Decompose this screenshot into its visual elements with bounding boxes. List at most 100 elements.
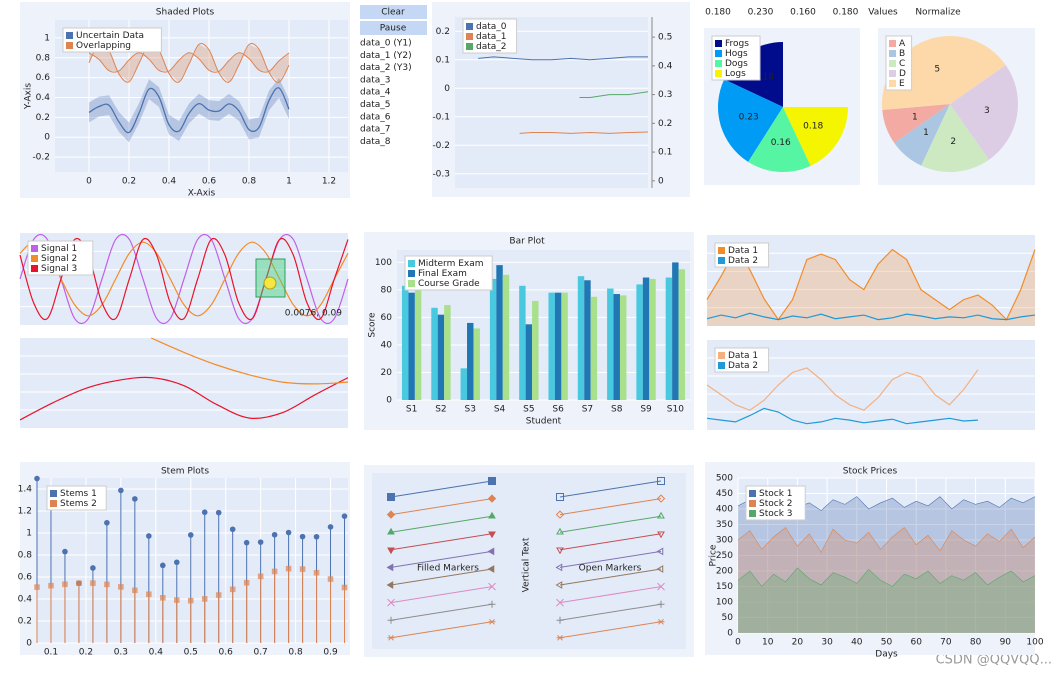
list-item[interactable]: data_6 xyxy=(360,112,391,122)
marker xyxy=(555,563,563,572)
area-fill xyxy=(738,527,1035,633)
pie-slice xyxy=(882,104,950,144)
x-axis-label: Student xyxy=(526,417,562,427)
x-tick-label: 0.7 xyxy=(253,648,267,658)
series-line xyxy=(19,376,349,421)
pie-slice xyxy=(717,79,783,162)
list-item[interactable]: data_1 (Y2) xyxy=(360,51,412,61)
drag-point xyxy=(263,276,277,290)
list-item[interactable]: data_7 xyxy=(360,125,391,135)
stem-marker xyxy=(215,592,222,598)
slider-value[interactable]: 0.180 xyxy=(705,8,731,18)
list-item[interactable]: data_0 (Y1) xyxy=(360,39,412,49)
legend-swatch xyxy=(889,70,896,77)
marker xyxy=(488,477,496,485)
legend-swatch xyxy=(889,50,896,57)
slice-label: 1 xyxy=(923,128,929,138)
y-tick-label: 0.1 xyxy=(436,55,450,65)
stem-marker xyxy=(229,586,236,593)
legend-swatch xyxy=(50,500,57,507)
stem-marker xyxy=(313,569,320,576)
list-item[interactable]: data_2 (Y3) xyxy=(360,63,412,73)
x-tick-label: 0.4 xyxy=(162,177,177,187)
x-tick-label: S8 xyxy=(611,405,623,415)
marker xyxy=(657,618,665,625)
bar xyxy=(607,288,614,400)
series-line xyxy=(737,567,1036,587)
stem-marker xyxy=(159,562,166,569)
marker xyxy=(656,565,664,573)
checkbox-label[interactable]: Normalize xyxy=(915,8,961,18)
marker xyxy=(657,582,665,591)
y-tick-label: 0.4 xyxy=(36,93,51,103)
y2-tick-label: 0.1 xyxy=(658,148,672,158)
legend-swatch xyxy=(715,40,722,47)
marker xyxy=(387,547,395,555)
button-label[interactable]: Pause xyxy=(380,24,407,34)
plot-area xyxy=(372,473,686,649)
legend-swatch xyxy=(749,510,756,517)
legend-swatch xyxy=(749,500,756,507)
x-tick-label: S6 xyxy=(552,405,564,415)
marker-line xyxy=(559,498,662,516)
marker xyxy=(487,547,495,556)
series-lower-line xyxy=(88,52,290,73)
series-line xyxy=(737,527,1036,554)
legend-label: Stock 3 xyxy=(759,509,793,519)
legend-box xyxy=(27,240,94,276)
y-tick-label: 0 xyxy=(386,396,392,406)
y-tick-label: 50 xyxy=(722,613,734,623)
marker xyxy=(656,547,664,556)
x-tick-label: 50 xyxy=(881,638,893,648)
x-tick-label: S9 xyxy=(640,405,652,415)
slice-label: 3 xyxy=(984,106,990,116)
list-item[interactable]: data_5 xyxy=(360,100,391,110)
marker xyxy=(657,511,665,519)
slice-label: 1 xyxy=(912,112,918,122)
legend-swatch xyxy=(408,280,415,287)
stem-marker xyxy=(187,532,194,538)
x-tick-label: 0 xyxy=(735,638,741,648)
marker xyxy=(488,511,496,519)
stem-marker xyxy=(90,565,96,571)
slider-title: Values xyxy=(868,8,898,18)
stem-marker xyxy=(118,584,124,590)
stem-marker xyxy=(271,568,278,575)
legend-label: Data 2 xyxy=(728,361,758,371)
stem-marker xyxy=(285,565,292,572)
series-line xyxy=(88,87,290,134)
list-item[interactable]: data_4 xyxy=(360,88,391,98)
error-band xyxy=(89,78,289,143)
list-item[interactable]: data_3 xyxy=(360,75,391,85)
y-tick-label: -0.2 xyxy=(432,141,450,151)
stem-marker xyxy=(327,576,334,582)
bar xyxy=(584,280,591,400)
button[interactable] xyxy=(360,21,427,35)
slider-value[interactable]: 0.160 xyxy=(790,8,816,18)
slider-value[interactable]: 0.180 xyxy=(833,8,859,18)
marker xyxy=(556,634,564,641)
y-tick-label: 1 xyxy=(26,529,32,539)
y-tick-label: 0 xyxy=(727,629,733,639)
legend-swatch xyxy=(50,490,57,497)
stem-marker xyxy=(313,533,320,540)
list-item[interactable]: data_8 xyxy=(360,137,391,147)
x-tick-label: 90 xyxy=(1000,638,1012,648)
bar xyxy=(467,322,474,400)
legend-swatch xyxy=(408,260,415,267)
legend-label: Data 2 xyxy=(728,256,758,266)
button[interactable] xyxy=(360,5,427,19)
slider-value[interactable]: 0.230 xyxy=(748,8,774,18)
marker-line xyxy=(390,515,493,533)
bar xyxy=(561,292,568,400)
legend-label: Dogs xyxy=(725,59,748,69)
pie-slice xyxy=(882,36,1006,110)
y-tick-label: 400 xyxy=(716,505,733,515)
button-label[interactable]: Clear xyxy=(381,8,405,18)
y-tick-label: 0.2 xyxy=(436,27,450,37)
stem-marker xyxy=(62,548,68,555)
x-tick-label: 70 xyxy=(940,638,952,648)
x-tick-label: 0.2 xyxy=(122,177,136,187)
x-tick-label: 0.1 xyxy=(44,648,58,658)
